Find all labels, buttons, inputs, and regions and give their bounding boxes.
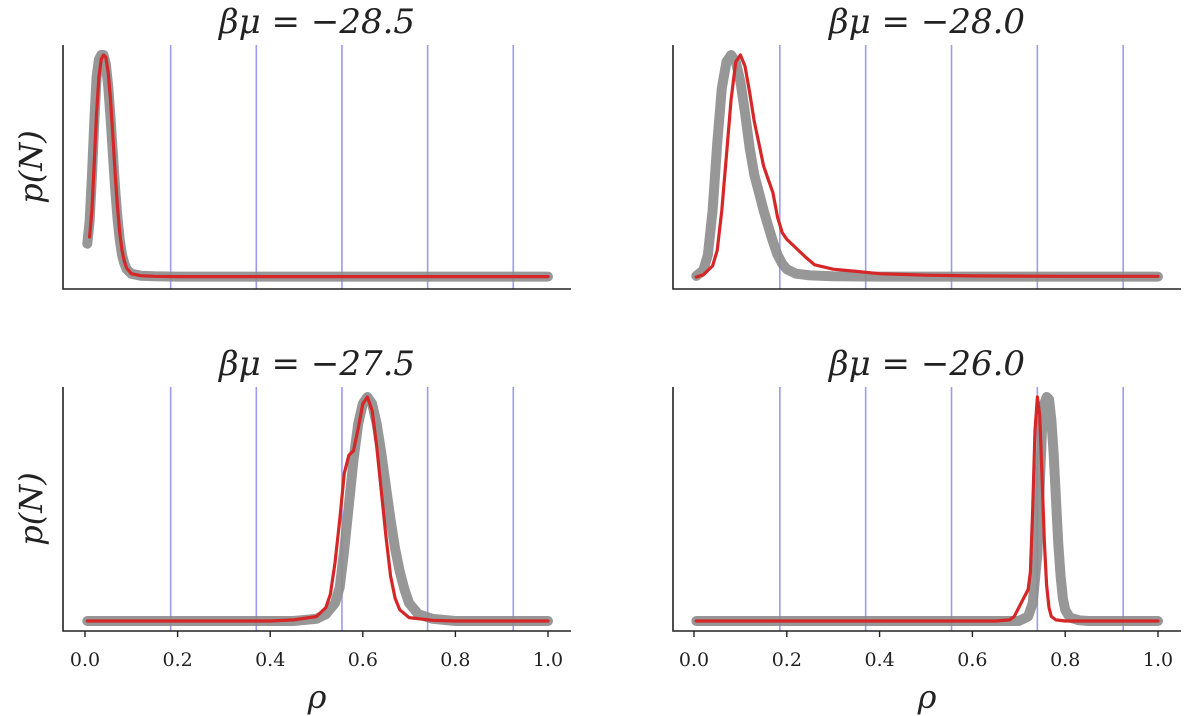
panel-title: βμ = −28.5 [217,2,415,42]
x-axis-label: ρ [307,678,327,716]
axes [62,387,571,632]
red-curve [88,53,550,279]
red-curve [694,53,1160,279]
axes [62,45,571,290]
x-tick-label: 1.0 [1143,649,1173,671]
axes [672,45,1181,290]
x-tick-label: 0.4 [255,649,285,671]
axes [672,387,1181,632]
x-tick-label: 0.2 [162,649,192,671]
panel-title: βμ = −27.5 [217,344,415,384]
x-tick-label: 0.0 [70,649,100,671]
x-tick-label: 0.0 [679,649,709,671]
x-tick-label: 0.6 [348,649,378,671]
x-tick-label: 0.6 [957,649,987,671]
y-axis-label: p(N) [12,130,50,203]
x-tick-label: 1.0 [533,649,563,671]
panel-title: βμ = −28.0 [827,2,1025,42]
panel-title: βμ = −26.0 [827,344,1025,384]
x-tick-label: 0.4 [864,649,894,671]
red-curve [694,395,1160,623]
panel-3: βμ = −27.5 p(N) 0.0 0.2 0.4 0.6 0.8 1.0 ρ [12,344,571,716]
gray-curve [691,50,1163,282]
panel-1: βμ = −28.5 p(N) [12,2,571,290]
panel-2: βμ = −28.0 [672,2,1181,290]
x-axis-label: ρ [917,678,937,716]
x-tick-label: 0.8 [440,649,470,671]
y-axis-label: p(N) [12,472,50,545]
gray-curve [82,392,553,626]
gray-curve [691,392,1163,626]
x-tick-label: 0.2 [772,649,802,671]
panel-4: βμ = −26.0 0.0 0.2 0.4 0.6 0.8 1.0 ρ [672,344,1181,716]
x-tick-label: 0.8 [1050,649,1080,671]
gray-curve [82,50,553,282]
red-curve [85,395,550,623]
